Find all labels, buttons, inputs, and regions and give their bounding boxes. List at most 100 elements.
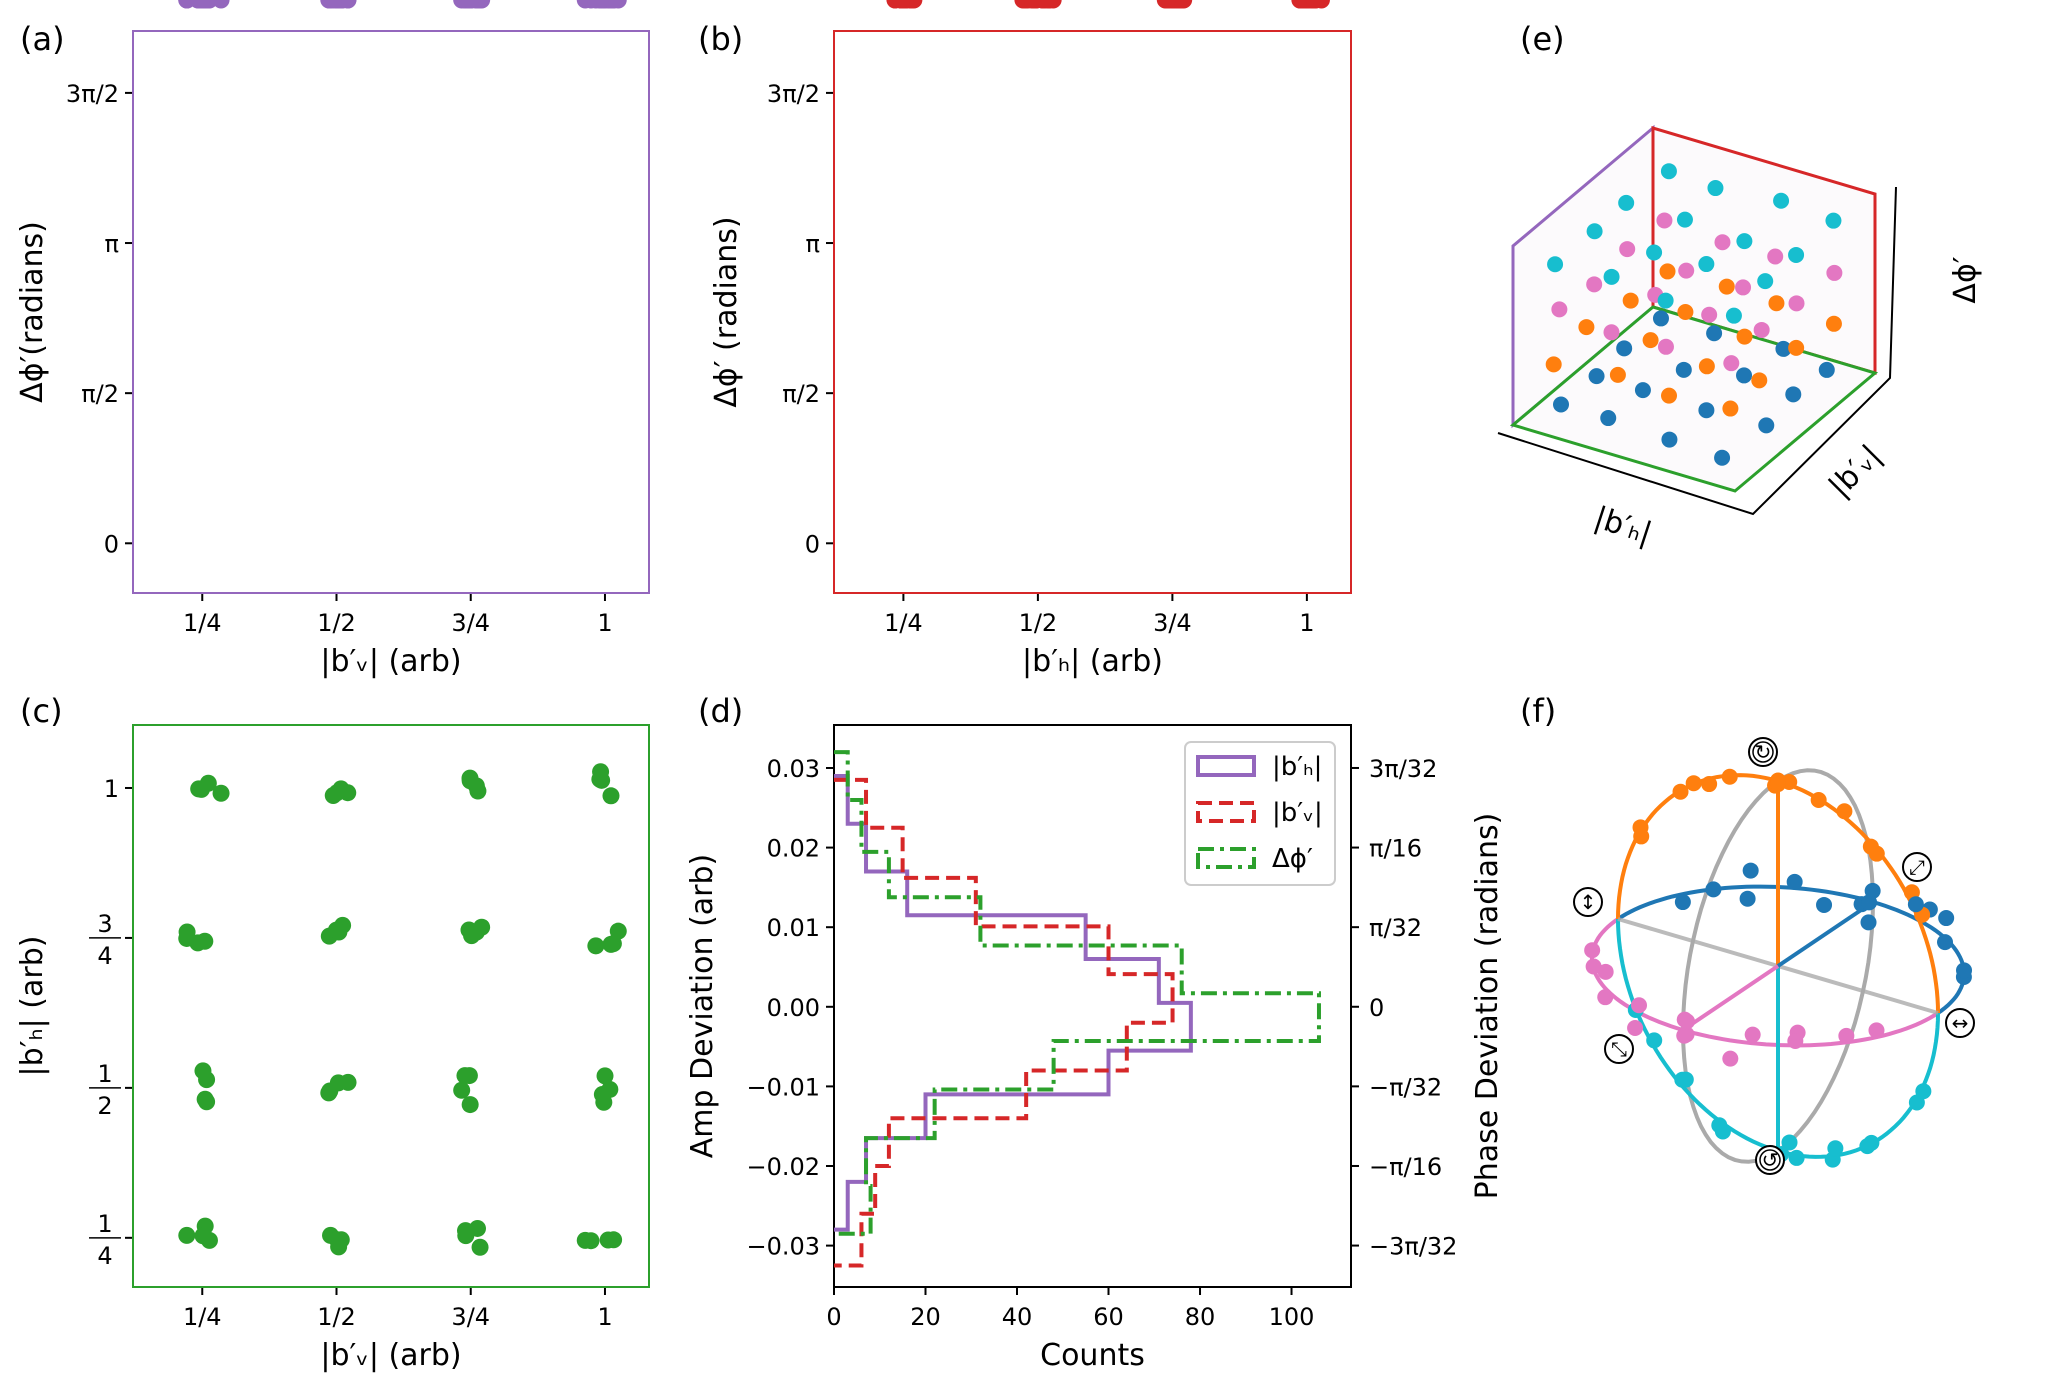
data-point: [1937, 934, 1954, 951]
y-axis-label: Δϕ′ (radians): [709, 216, 744, 407]
x-tick-label: 40: [1002, 1303, 1033, 1331]
legend: |b′ₕ| |b′ᵥ| Δϕ′: [1184, 741, 1336, 886]
antidiagonal-polarization-icon: ⤡: [1604, 1034, 1634, 1064]
s2-negative-axis: [1681, 964, 1780, 1032]
data-point: [1698, 256, 1715, 273]
y-tick-label: −0.01: [746, 1073, 820, 1101]
data-point: [1722, 400, 1739, 417]
sphere-points: [1584, 768, 1973, 1168]
legend-label: |b′ₕ|: [1272, 752, 1322, 782]
data-point: [1698, 358, 1715, 375]
x-tick-label: 1/4: [183, 609, 222, 637]
data-point: [1545, 356, 1562, 373]
data-point: [1767, 248, 1784, 265]
data-point: [1652, 310, 1669, 327]
data-point: [1597, 989, 1614, 1006]
scatter-points: [178, 763, 627, 1256]
data-point: [1938, 910, 1955, 927]
data-point: [1616, 340, 1633, 357]
data-point: [1023, 0, 1041, 9]
data-point: [1836, 803, 1853, 820]
data-point: [463, 927, 481, 945]
x-axis-label: Counts: [1040, 1338, 1145, 1373]
scatter-points: [1545, 163, 1843, 466]
x-tick-label: 1/2: [317, 1303, 356, 1331]
data-point: [1646, 244, 1663, 261]
data-point: [1859, 1138, 1876, 1155]
data-point: [1718, 278, 1735, 295]
data-point: [1757, 273, 1774, 290]
data-point: [1659, 263, 1676, 280]
data-point: [1678, 1026, 1695, 1043]
data-point: [1657, 292, 1674, 309]
data-point: [324, 0, 342, 9]
data-point: [1675, 361, 1692, 378]
legend-handle: [1196, 755, 1256, 777]
data-point: [1722, 1050, 1739, 1067]
data-point: [592, 0, 610, 9]
y-tick-label: π/2: [81, 380, 119, 408]
x-tick-label: 1: [1299, 609, 1314, 637]
x-tick-label: 3/4: [451, 1303, 490, 1331]
icon-glyph: ↕: [1580, 890, 1597, 914]
data-point: [1860, 914, 1877, 931]
data-point: [1753, 321, 1770, 338]
data-point: [1861, 894, 1878, 911]
right-y-axis-label: Phase Deviation (radians): [1470, 813, 1505, 1200]
y-tick-label: 0.03: [767, 755, 820, 783]
data-point: [1656, 212, 1673, 229]
data-point: [1578, 319, 1595, 336]
data-point: [1642, 332, 1659, 349]
data-point: [212, 784, 230, 802]
y-tick-label: 0.02: [767, 835, 820, 863]
data-point: [1705, 881, 1722, 898]
3d-axis-lines: [1497, 186, 1897, 516]
x-axis-label: |b′ₕ| (arb): [1022, 644, 1163, 679]
y-tick-label: 3π/2: [66, 80, 119, 108]
data-point: [1551, 301, 1568, 318]
data-point: [1768, 295, 1785, 312]
panel-c-scatter: 1/4 1/2 3/4 1 1 4 1 2 3 4 1 |b′ᵥ| (arb) |b′ₕ| (arb): [15, 724, 650, 1373]
data-point: [892, 0, 910, 9]
axes-frame: [132, 30, 650, 594]
data-point: [1744, 1026, 1761, 1043]
data-point: [327, 921, 345, 939]
data-point: [1787, 1032, 1804, 1049]
data-point: [1586, 223, 1603, 240]
data-point: [1723, 355, 1740, 372]
data-point: [596, 1067, 614, 1085]
panels: 1/4 1/2 3/4 1 0 π/2 π 3π/2 |b′ᵥ| (arb) Δϕ′(radian…: [15, 0, 1983, 1373]
data-point: [1707, 180, 1724, 197]
data-point: [196, 932, 214, 950]
icon-glyph: ⤢: [1909, 855, 1925, 879]
data-point: [1678, 262, 1695, 279]
data-point: [1679, 1013, 1696, 1030]
data-point: [1586, 276, 1603, 293]
diagonal-polarization-icon: ⤢: [1902, 852, 1932, 882]
horizontal-polarization-icon: ↔: [1945, 1008, 1975, 1038]
data-point: [1769, 776, 1786, 793]
data-point: [1739, 890, 1756, 907]
legend-handle: [1196, 847, 1256, 869]
data-point: [1736, 233, 1753, 250]
y-tick-label: 0: [104, 530, 119, 558]
data-point: [1825, 212, 1842, 229]
x-axis-label: |b′ᵥ| (arb): [320, 1338, 461, 1373]
panel-label-e: (e): [1520, 20, 1565, 58]
panel-label-d: (d): [698, 692, 743, 730]
legend-label: |b′ᵥ|: [1272, 798, 1323, 828]
data-point: [1603, 324, 1620, 341]
legend-label: Δϕ′: [1272, 844, 1313, 874]
x-tick-label: 100: [1269, 1303, 1315, 1331]
icon-glyph: ⤡: [1611, 1037, 1627, 1061]
data-point: [1751, 372, 1768, 389]
y-tick-label: −0.02: [746, 1153, 820, 1181]
axes-frame: [833, 30, 1352, 594]
panel-label-c: (c): [20, 692, 63, 730]
data-point: [1677, 303, 1694, 320]
data-point: [332, 1231, 350, 1249]
y-axis-label: Amp Deviation (arb): [685, 854, 720, 1159]
data-point: [1618, 194, 1635, 211]
